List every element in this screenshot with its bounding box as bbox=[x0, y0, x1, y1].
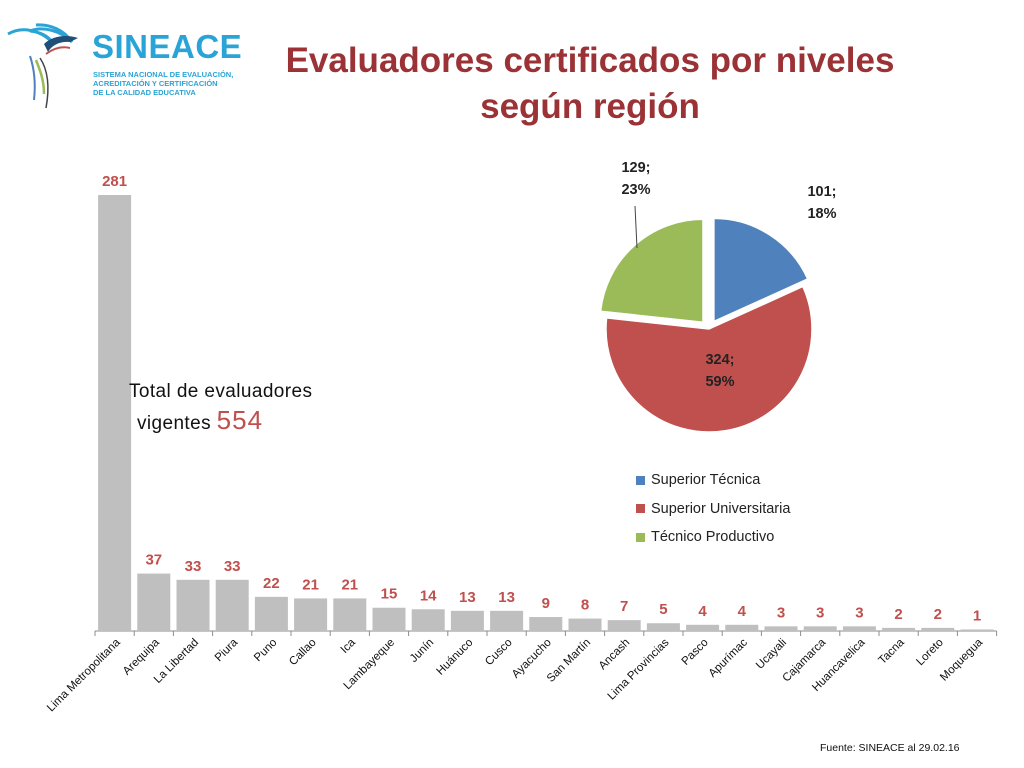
bar-category-label: Puno bbox=[252, 637, 279, 664]
bar-category-label: Loreto bbox=[914, 637, 946, 669]
bar-piura bbox=[215, 579, 249, 631]
legend-swatch bbox=[636, 532, 645, 542]
bar-tacna bbox=[882, 627, 916, 631]
bar-data-label: 15 bbox=[381, 586, 398, 603]
pie-slice-superior-técnica bbox=[713, 217, 809, 323]
bar-junín bbox=[411, 609, 445, 631]
bar-data-label: 2 bbox=[934, 606, 942, 623]
pie-data-label: 101; 18% bbox=[807, 184, 836, 222]
bar-cusco bbox=[490, 610, 524, 631]
bar-category-label: Cusco bbox=[483, 637, 515, 669]
bar-data-label: 8 bbox=[581, 597, 589, 614]
bar-category-label: Apurímac bbox=[707, 636, 750, 679]
title-line-2: según región bbox=[480, 87, 700, 126]
legend-label: Superior Técnica bbox=[651, 472, 761, 489]
bar-data-label: 13 bbox=[498, 589, 515, 606]
bar-category-label: Huánuco bbox=[434, 637, 475, 678]
slide-title: Evaluadores certificados por niveles seg… bbox=[230, 38, 950, 130]
total-evaluators: Total de evaluadores vigentes 554 bbox=[129, 381, 312, 436]
bar-apurímac bbox=[725, 624, 759, 631]
pie-slice-técnico-productivo bbox=[599, 218, 704, 324]
pie-label-leader-line bbox=[634, 205, 638, 249]
pie-data-label: 129; 23% bbox=[621, 160, 650, 198]
legend-swatch bbox=[636, 475, 645, 485]
brand-subtitle: SISTEMA NACIONAL DE EVALUACIÓN, ACREDITA… bbox=[93, 70, 234, 97]
bar-pasco bbox=[686, 624, 720, 631]
bar-category-label: Ancash bbox=[597, 637, 633, 673]
bar-data-label: 37 bbox=[145, 552, 162, 569]
bar-category-label: Junín bbox=[408, 637, 436, 665]
pie-legend: Superior Técnica Superior Universitaria … bbox=[636, 466, 790, 552]
bar-category-label: Lima Metropolitana bbox=[45, 636, 123, 714]
bar-category-label: Ica bbox=[339, 636, 359, 656]
brand-name: SINEACE bbox=[92, 28, 243, 65]
bar-category-label: Tacna bbox=[877, 636, 908, 667]
bar-data-label: 5 bbox=[659, 601, 667, 618]
sineace-logo: SINEACE SISTEMA NACIONAL DE EVALUACIÓN, … bbox=[0, 8, 243, 118]
bar-loreto bbox=[921, 627, 955, 631]
total-label-line-2: vigentes bbox=[137, 413, 211, 434]
bar-lambayeque bbox=[372, 607, 406, 631]
bar-category-label: Pasco bbox=[680, 637, 711, 668]
bar-category-label: Piura bbox=[213, 636, 241, 664]
bar-arequipa bbox=[137, 573, 171, 631]
bar-data-label: 3 bbox=[777, 604, 785, 621]
bar-callao bbox=[294, 598, 328, 631]
bar-data-label: 13 bbox=[459, 589, 476, 606]
bar-data-label: 33 bbox=[185, 558, 202, 575]
bar-puno bbox=[254, 596, 288, 631]
bar-ayacucho bbox=[529, 617, 563, 631]
bar-moquegua bbox=[960, 629, 994, 631]
bar-lima-provincias bbox=[646, 623, 680, 631]
bar-category-label: Callao bbox=[287, 637, 319, 669]
bar-san-martín bbox=[568, 618, 602, 631]
bar-data-label: 22 bbox=[263, 575, 280, 592]
bar-data-label: 21 bbox=[341, 576, 358, 593]
bar-lima-metropolitana bbox=[98, 195, 132, 631]
bar-data-label: 14 bbox=[420, 587, 437, 604]
bar-data-label: 1 bbox=[973, 607, 981, 624]
legend-label: Técnico Productivo bbox=[651, 529, 775, 546]
total-value: 554 bbox=[216, 405, 264, 435]
bar-data-label: 2 bbox=[894, 606, 902, 623]
bar-huánuco bbox=[450, 610, 484, 631]
legend-label: Superior Universitaria bbox=[651, 500, 791, 517]
bar-ucayali bbox=[764, 626, 798, 631]
bar-cajamarca bbox=[803, 626, 837, 631]
bar-data-label: 281 bbox=[102, 173, 127, 190]
bar-data-label: 9 bbox=[542, 595, 550, 612]
bar-data-label: 4 bbox=[738, 603, 747, 620]
title-line-1: Evaluadores certificados por niveles bbox=[285, 41, 895, 80]
legend-item-superior-universitaria: Superior Universitaria bbox=[636, 495, 790, 524]
pie-slice-superior-universitaria bbox=[605, 285, 813, 433]
bar-data-label: 33 bbox=[224, 558, 241, 575]
bird-logo-icon bbox=[7, 23, 78, 109]
bar-ica bbox=[333, 598, 367, 631]
bar-la-libertad bbox=[176, 579, 210, 631]
bar-huancavelica bbox=[842, 626, 876, 631]
bar-category-label: Moquegua bbox=[938, 636, 985, 683]
bar-category-label: Ucayali bbox=[754, 637, 789, 672]
source-note: Fuente: SINEACE al 29.02.16 bbox=[820, 742, 960, 754]
bar-data-label: 7 bbox=[620, 598, 628, 615]
legend-item-superior-tecnica: Superior Técnica bbox=[636, 466, 790, 495]
legend-item-tecnico-productivo: Técnico Productivo bbox=[636, 523, 790, 552]
bar-category-label: Arequipa bbox=[121, 636, 162, 677]
bar-data-label: 3 bbox=[816, 604, 824, 621]
pie-data-label: 324; 59% bbox=[705, 352, 734, 390]
bar-data-label: 3 bbox=[855, 604, 863, 621]
bar-data-label: 4 bbox=[698, 603, 707, 620]
bar-data-label: 21 bbox=[302, 576, 319, 593]
bar-ancash bbox=[607, 620, 641, 631]
legend-swatch bbox=[636, 504, 645, 514]
total-label-line-1: Total de evaluadores bbox=[129, 381, 313, 402]
